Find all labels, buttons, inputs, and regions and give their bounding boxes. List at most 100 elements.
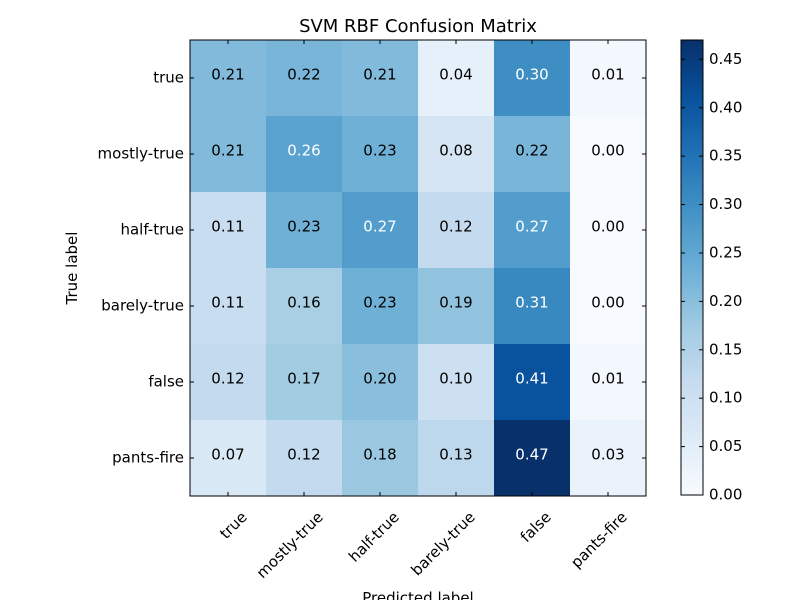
cell-value-label: 0.00 [591,293,624,311]
x-tick-label: false [517,508,555,546]
cell-value-label: 0.23 [363,293,396,311]
cell-value-label: 0.21 [211,65,244,83]
cell-value-label: 0.47 [515,445,548,463]
heatmap-cell [342,116,418,192]
heatmap-cell [190,116,266,192]
heatmap-cell [342,268,418,344]
cell-value-label: 0.17 [287,369,320,387]
heatmap-cell [266,192,342,268]
heatmap-cell [190,420,266,496]
cell-value-label: 0.12 [287,445,320,463]
heatmap-cell [570,268,646,344]
cell-value-label: 0.04 [439,65,472,83]
heatmap-cell [418,344,494,420]
heatmap-cell [494,420,570,496]
cell-value-label: 0.01 [591,65,624,83]
colorbar-tick-label: 0.25 [709,243,742,261]
heatmap-cell-labels: 0.21 0.22 0.21 0.04 0.30 0.01 0.21 0.26 0.23 0.08… [211,65,624,463]
x-tick-label: half-true [345,508,403,566]
cell-value-label: 0.31 [515,293,548,311]
heatmap-cell [266,344,342,420]
y-axis-ticks: true mostly-true half-true barely-true false… [98,69,646,467]
heatmap-cell [418,268,494,344]
heatmap-cell [494,40,570,116]
cell-value-label: 0.27 [515,217,548,235]
heatmap-cell [570,344,646,420]
cell-value-label: 0.20 [363,369,396,387]
cell-value-label: 0.11 [211,217,244,235]
cell-value-label: 0.13 [439,445,472,463]
heatmap-cell [190,40,266,116]
colorbar [680,39,704,496]
cell-value-label: 0.07 [211,445,244,463]
heatmap-cell [418,192,494,268]
heatmap-cell [570,192,646,268]
heatmap-cell [494,268,570,344]
cell-value-label: 0.10 [439,369,472,387]
x-tick-label: true [216,508,251,543]
colorbar-tick-label: 0.10 [709,389,742,407]
cell-value-label: 0.30 [515,65,548,83]
heatmap-cell [342,40,418,116]
colorbar-tick-label: 0.45 [709,50,742,68]
heatmap-cells [190,40,646,496]
colorbar-tick-label: 0.20 [709,292,742,310]
colorbar-tick-label: 0.40 [709,98,742,116]
cell-value-label: 0.01 [591,369,624,387]
heatmap-cell [494,192,570,268]
heatmap-cell [342,192,418,268]
cell-value-label: 0.21 [211,141,244,159]
heatmap-cell [190,268,266,344]
cell-value-label: 0.12 [211,369,244,387]
y-tick-label: half-true [120,221,184,239]
heatmap-cell [570,116,646,192]
cell-value-label: 0.41 [515,369,548,387]
x-tick-label: barely-true [407,508,478,579]
cell-value-label: 0.21 [363,65,396,83]
cell-value-label: 0.27 [363,217,396,235]
heatmap-cell [190,344,266,420]
colorbar-tick-label: 0.00 [709,486,742,504]
heatmap-cell [494,116,570,192]
heatmap-cell [342,344,418,420]
cell-value-label: 0.22 [287,65,320,83]
cell-value-label: 0.08 [439,141,472,159]
cell-value-label: 0.19 [439,293,472,311]
cell-value-label: 0.18 [363,445,396,463]
colorbar-ticks: 0.00 0.05 0.10 0.15 0.20 0.25 0.30 0.35 0.40 0.45 [681,50,742,504]
heatmap-cell [494,344,570,420]
cell-value-label: 0.00 [591,141,624,159]
cell-value-label: 0.12 [439,217,472,235]
colorbar-tick-label: 0.15 [709,340,742,358]
heatmap-cell [190,192,266,268]
colorbar-tick-label: 0.05 [709,437,742,455]
heatmap-cell [266,40,342,116]
x-axis-title: Predicted label [362,589,473,600]
heatmap-cell [266,268,342,344]
colorbar-tick-label: 0.35 [709,147,742,165]
chart-title: SVM RBF Confusion Matrix [299,16,537,37]
cell-value-label: 0.26 [287,141,320,159]
heatmap-cell [266,420,342,496]
cell-value-label: 0.16 [287,293,320,311]
heatmap-cell [570,420,646,496]
heatmap-cell [266,116,342,192]
cell-value-label: 0.22 [515,141,548,159]
y-tick-label: false [148,373,184,391]
cell-value-label: 0.00 [591,217,624,235]
cell-value-label: 0.23 [363,141,396,159]
y-tick-label: barely-true [101,297,184,315]
heatmap-cell [418,116,494,192]
y-tick-label: pants-fire [112,449,184,467]
cell-value-label: 0.11 [211,293,244,311]
colorbar-tick-label: 0.30 [709,195,742,213]
cell-value-label: 0.23 [287,217,320,235]
x-tick-label: pants-fire [567,508,631,572]
heatmap-cell [570,40,646,116]
y-tick-label: mostly-true [98,145,184,163]
heatmap-cell [342,420,418,496]
x-tick-label: mostly-true [253,508,327,582]
heatmap-cell [418,40,494,116]
heatmap-cell [418,420,494,496]
